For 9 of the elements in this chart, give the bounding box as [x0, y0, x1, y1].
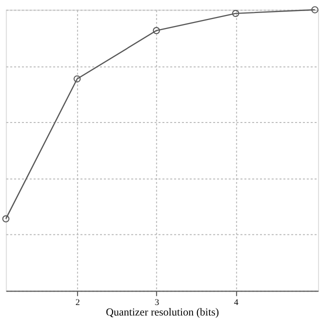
x-tick-label: 4 [234, 296, 239, 307]
point [74, 75, 81, 82]
x-tick-label: 2 [75, 296, 80, 307]
point [152, 26, 160, 34]
point [2, 215, 10, 222]
x-tick-label: 3 [154, 296, 160, 307]
x-axis-title: Quantizer resolution (bits) [106, 306, 220, 319]
point [232, 10, 240, 17]
point [311, 6, 318, 14]
